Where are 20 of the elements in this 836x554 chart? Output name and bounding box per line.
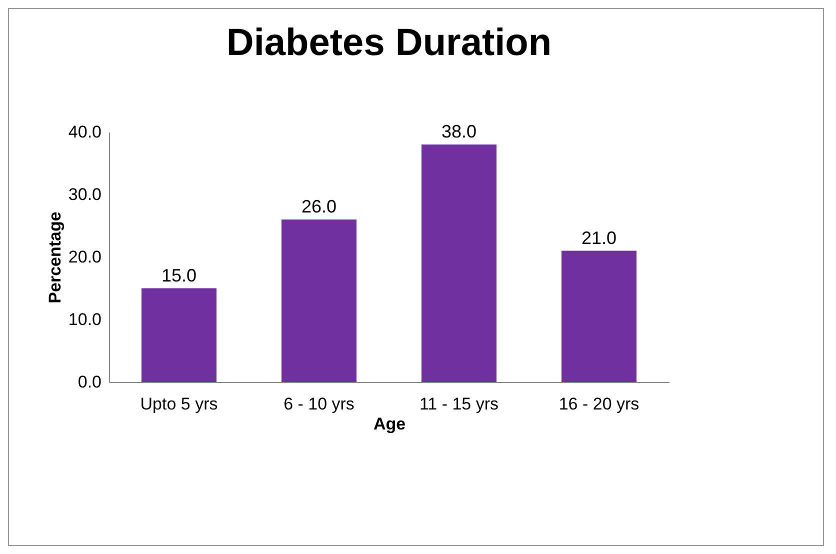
bar bbox=[282, 220, 356, 382]
y-tick-label: 10.0 bbox=[68, 310, 102, 329]
x-tick-label: 16 - 20 yrs bbox=[558, 394, 640, 414]
y-tick-label: 30.0 bbox=[68, 185, 102, 204]
bar bbox=[142, 288, 216, 382]
x-tick-label: 6 - 10 yrs bbox=[284, 394, 354, 414]
bar bbox=[562, 250, 636, 382]
x-axis-title: Age bbox=[373, 414, 406, 434]
x-tick-label: Upto 5 yrs bbox=[140, 394, 218, 414]
data-label: 21.0 bbox=[581, 228, 617, 248]
data-label: 26.0 bbox=[301, 196, 337, 216]
y-tick-label: 40.0 bbox=[68, 122, 102, 142]
data-label: 15.0 bbox=[161, 265, 197, 286]
bar bbox=[422, 144, 496, 382]
y-tick-label: 0.0 bbox=[78, 372, 102, 392]
data-label: 38.0 bbox=[441, 122, 477, 142]
chart-title: Diabetes Duration bbox=[226, 22, 552, 64]
y-axis-title: Percentage bbox=[45, 212, 64, 304]
y-tick-label: 20.0 bbox=[68, 248, 102, 266]
x-tick-label: 11 - 15 yrs bbox=[419, 394, 499, 414]
